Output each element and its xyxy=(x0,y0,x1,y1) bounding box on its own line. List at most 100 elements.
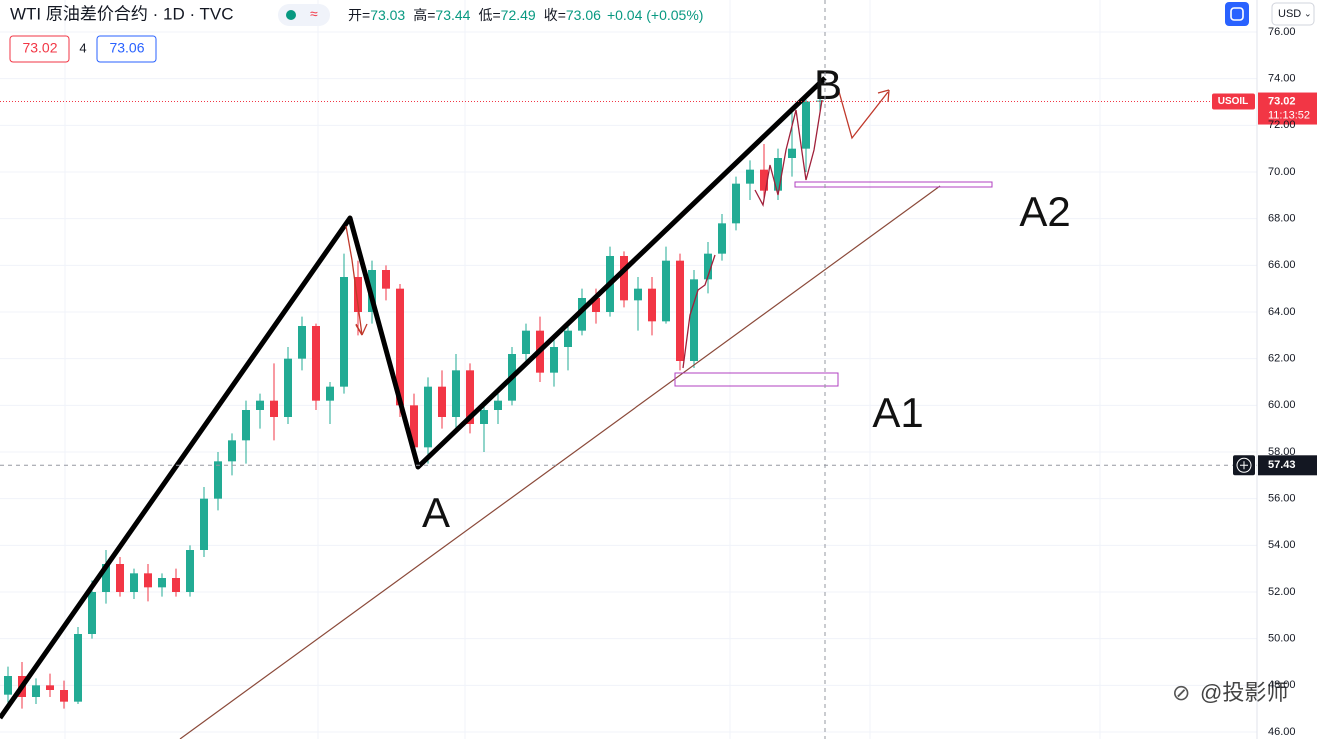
crosshair-plus xyxy=(1236,457,1252,473)
candle-body xyxy=(718,223,726,254)
y-tick-label: 76.00 xyxy=(1268,26,1296,38)
candle-body xyxy=(228,440,236,462)
wave xyxy=(754,99,823,207)
candle-body xyxy=(620,256,628,301)
ohlc-label: 低= xyxy=(478,7,500,23)
candle-body xyxy=(410,405,418,448)
ohlc-label: 收= xyxy=(544,7,566,23)
change: +0.04 (+0.05%) xyxy=(607,7,704,23)
zone-box xyxy=(674,372,839,387)
annotation: A xyxy=(422,489,450,536)
header: WTI 原油差价合约 · 1D · TVC ≈ 开=73.03 高=73.44 低=… xyxy=(9,2,1315,63)
ohlc-value: 73.06 xyxy=(566,7,601,23)
candle-body xyxy=(242,410,250,441)
candle-body xyxy=(130,573,138,592)
candle-body xyxy=(284,358,292,417)
crosshair-label: 57.43 xyxy=(1268,459,1296,471)
watermark-icon: ⊘ xyxy=(1172,680,1190,705)
currency-select[interactable] xyxy=(1271,2,1315,26)
currency: USD xyxy=(1278,8,1301,20)
button-icon xyxy=(1230,7,1244,21)
candle-body xyxy=(256,400,264,410)
annotation: B xyxy=(814,61,842,108)
crosshair-tag xyxy=(1258,455,1317,476)
candle-body xyxy=(200,498,208,550)
candle-body xyxy=(662,260,670,322)
drawings: B A A1 A2 xyxy=(0,61,1071,739)
last-price-label: 73.02 xyxy=(1268,95,1296,107)
y-tick-label: 68.00 xyxy=(1268,213,1296,225)
price-tag xyxy=(1258,92,1317,125)
candle-body xyxy=(802,101,810,149)
y-tick-label: 72.00 xyxy=(1268,119,1296,131)
overlay: USOIL 73.02 11:13:52 57.43 xyxy=(0,92,1317,476)
candle-body xyxy=(676,260,684,361)
arrow xyxy=(837,87,889,140)
y-tick-label: 60.00 xyxy=(1268,399,1296,411)
candle-body xyxy=(466,370,474,424)
candle-body xyxy=(46,685,54,690)
arrow-head xyxy=(355,323,368,336)
ohlc-value: 73.03 xyxy=(370,7,405,23)
zone-box xyxy=(794,181,993,188)
status-pill xyxy=(278,4,330,26)
candle-body xyxy=(144,573,152,588)
status-icon: ≈ xyxy=(310,6,318,22)
candle-body xyxy=(4,676,12,695)
status-dot xyxy=(286,10,296,20)
watermark: @投影师 xyxy=(1200,680,1288,705)
candle-body xyxy=(382,270,390,289)
symbol-label: USOIL xyxy=(1218,96,1249,107)
y-tick-label: 58.00 xyxy=(1268,446,1296,458)
symbol-tag xyxy=(1212,93,1255,110)
candle-body xyxy=(158,578,166,588)
candle-body xyxy=(214,461,222,499)
candle-body xyxy=(354,277,362,312)
candle-body xyxy=(760,169,768,191)
ohlc-label: 开= xyxy=(348,7,370,23)
y-tick-label: 52.00 xyxy=(1268,586,1296,598)
candle-body xyxy=(326,386,334,401)
candle-body xyxy=(186,550,194,592)
annotation: A2 xyxy=(1019,188,1070,235)
y-tick-label: 66.00 xyxy=(1268,259,1296,271)
candle-body xyxy=(704,253,712,280)
candle-body xyxy=(788,148,796,158)
candle-body xyxy=(578,298,586,331)
candle-body xyxy=(396,288,404,406)
candle-body xyxy=(480,410,488,424)
candle-body xyxy=(74,634,82,702)
candle-body xyxy=(746,169,754,184)
candle-body xyxy=(172,578,180,592)
trend-line xyxy=(179,185,941,739)
candle-body xyxy=(732,183,740,224)
countdown: 11:13:52 xyxy=(1268,109,1310,121)
candle-body xyxy=(438,386,446,417)
candle-body xyxy=(592,298,600,312)
ask: 73.06 xyxy=(109,40,144,56)
candle-body xyxy=(116,564,124,592)
spread: 4 xyxy=(79,40,86,55)
wave xyxy=(682,254,716,369)
ohlc-value: 73.44 xyxy=(435,7,470,23)
ask-box xyxy=(96,35,157,63)
ohlc-label: 高= xyxy=(413,7,435,23)
y-tick-label: 74.00 xyxy=(1268,73,1296,85)
candle-body xyxy=(340,277,348,387)
candle-body xyxy=(494,400,502,410)
fullscreen-button[interactable] xyxy=(1225,2,1249,26)
y-tick-label: 48.00 xyxy=(1268,679,1296,691)
candle-body xyxy=(522,330,530,354)
candle-body xyxy=(60,690,68,702)
candle-body xyxy=(312,326,320,401)
symbol-title: WTI 原油差价合约 · 1D · TVC xyxy=(10,4,234,23)
arrow-head xyxy=(877,89,890,103)
candle-body xyxy=(102,564,110,592)
candles xyxy=(4,91,824,709)
grid xyxy=(0,0,1257,739)
candle-body xyxy=(690,279,698,361)
y-tick-label: 64.00 xyxy=(1268,306,1296,318)
candle-body xyxy=(550,347,558,373)
